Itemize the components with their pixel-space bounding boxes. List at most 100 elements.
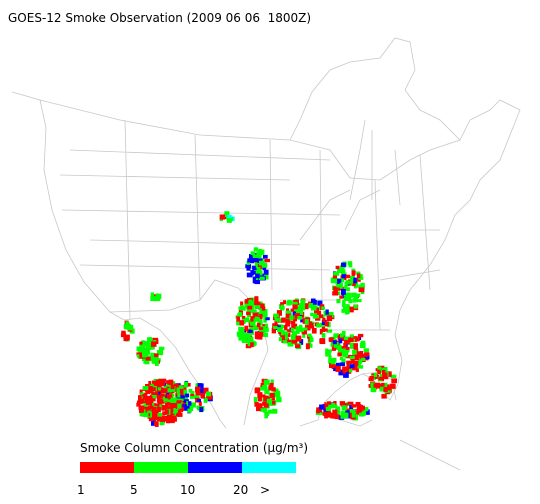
smoke-cell xyxy=(151,406,157,413)
smoke-cell xyxy=(295,306,302,312)
smoke-cell xyxy=(151,392,156,397)
smoke-cell xyxy=(265,317,270,321)
smoke-cell xyxy=(347,292,352,298)
smoke-cell xyxy=(341,289,346,295)
smoke-cell xyxy=(155,379,161,386)
smoke-cell xyxy=(148,337,154,341)
smoke-cell xyxy=(273,313,279,318)
smoke-cell xyxy=(349,369,353,373)
smoke-cell xyxy=(295,335,302,342)
smoke-cell xyxy=(139,389,143,395)
colorbar-tick-label: 5 xyxy=(130,483,138,497)
smoke-cell xyxy=(246,272,253,278)
smoke-cell xyxy=(167,398,172,403)
smoke-cell xyxy=(331,357,337,363)
smoke-cell xyxy=(169,410,173,415)
smoke-cell xyxy=(197,383,202,388)
smoke-cell xyxy=(247,258,253,263)
smoke-cell xyxy=(254,387,259,394)
smoke-cell xyxy=(300,299,306,305)
smoke-cell xyxy=(312,300,317,305)
smoke-cell xyxy=(345,280,349,286)
smoke-cell xyxy=(264,309,268,314)
smoke-cell xyxy=(139,341,143,348)
smoke-cell xyxy=(281,317,286,323)
smoke-cell xyxy=(251,270,256,275)
smoke-cell xyxy=(150,352,156,357)
smoke-cell xyxy=(266,398,272,404)
smoke-cell xyxy=(141,340,145,345)
smoke-cell xyxy=(286,301,292,306)
smoke-cell xyxy=(280,306,285,310)
smoke-cell xyxy=(338,338,343,344)
smoke-cell xyxy=(123,335,129,342)
smoke-cell xyxy=(336,345,341,350)
smoke-cell xyxy=(188,401,192,406)
smoke-cell xyxy=(297,309,304,316)
smoke-cell xyxy=(200,392,206,399)
smoke-cell xyxy=(276,396,282,403)
smoke-cell xyxy=(257,250,264,255)
smoke-cell xyxy=(349,409,356,413)
smoke-cell xyxy=(164,402,169,407)
smoke-cell xyxy=(341,274,347,279)
colorbar-segment xyxy=(188,462,242,473)
smoke-cell xyxy=(257,403,263,409)
smoke-cell xyxy=(121,332,126,336)
smoke-cell xyxy=(363,407,369,412)
smoke-cell xyxy=(301,306,306,311)
smoke-cell xyxy=(140,406,145,410)
smoke-cell xyxy=(264,390,270,395)
smoke-cell xyxy=(256,314,262,320)
smoke-cell xyxy=(160,399,165,404)
smoke-cell xyxy=(321,332,326,338)
smoke-cell xyxy=(151,420,156,426)
smoke-cell xyxy=(358,287,365,293)
smoke-cell xyxy=(237,312,243,317)
smoke-cell xyxy=(173,386,178,392)
smoke-cell xyxy=(342,370,346,374)
smoke-cell xyxy=(252,253,256,258)
smoke-cell xyxy=(335,406,341,411)
smoke-cell xyxy=(343,371,349,378)
smoke-cell xyxy=(261,394,266,398)
smoke-cell xyxy=(260,273,265,280)
smoke-cell xyxy=(249,299,253,305)
smoke-cell xyxy=(294,313,301,319)
smoke-cell xyxy=(142,351,147,358)
smoke-cell xyxy=(343,292,349,297)
smoke-cell xyxy=(286,339,292,344)
smoke-cell xyxy=(154,361,159,367)
smoke-cell xyxy=(290,308,295,312)
smoke-cell xyxy=(277,327,283,333)
legend-label: Smoke Column Concentration (µg/m³) xyxy=(80,441,308,455)
smoke-cell xyxy=(342,301,346,306)
smoke-cell xyxy=(292,311,297,316)
smoke-cell xyxy=(349,342,355,349)
smoke-cell xyxy=(353,360,359,366)
smoke-cell xyxy=(359,412,365,417)
smoke-cell xyxy=(184,405,190,411)
smoke-cell xyxy=(342,352,349,358)
smoke-cell xyxy=(253,258,259,263)
smoke-cell xyxy=(356,271,361,276)
smoke-cell xyxy=(257,264,263,270)
smoke-cell xyxy=(260,408,266,412)
smoke-cell xyxy=(123,323,129,330)
smoke-cell xyxy=(333,333,338,338)
smoke-cell xyxy=(341,262,346,267)
smoke-cell xyxy=(144,358,150,365)
smoke-cell xyxy=(178,407,184,413)
smoke-cell xyxy=(263,379,270,385)
smoke-cell xyxy=(353,343,358,349)
smoke-cell xyxy=(145,404,150,411)
smoke-cell xyxy=(125,321,129,325)
smoke-cell xyxy=(352,349,357,356)
smoke-cell xyxy=(151,387,156,392)
smoke-cell xyxy=(195,386,201,393)
smoke-cell xyxy=(142,385,149,391)
smoke-cell xyxy=(190,402,196,408)
smoke-cell xyxy=(155,391,159,397)
colorbar-tick-label: 1 xyxy=(77,483,85,497)
smoke-cell xyxy=(176,387,180,394)
